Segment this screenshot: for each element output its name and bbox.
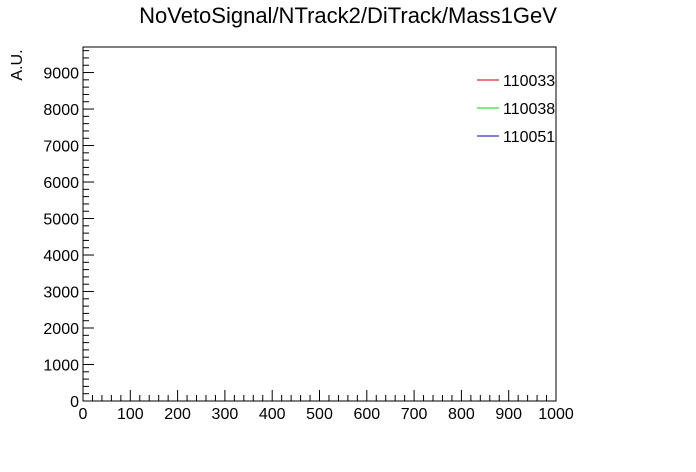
x-tick-label: 500 [306, 406, 333, 423]
legend-label: 110038 [503, 101, 555, 118]
y-tick-label: 0 [70, 394, 79, 411]
x-tick-label: 0 [79, 406, 88, 423]
legend-label: 110033 [503, 73, 555, 90]
x-tick-label: 400 [259, 406, 286, 423]
y-tick-label: 3000 [43, 285, 79, 302]
x-tick-label: 100 [117, 406, 144, 423]
x-tick-label: 200 [164, 406, 191, 423]
x-tick-label: 600 [353, 406, 380, 423]
y-tick-label: 2000 [43, 321, 79, 338]
x-tick-label: 800 [448, 406, 475, 423]
y-tick-label: 8000 [43, 102, 79, 119]
y-tick-label: 6000 [43, 175, 79, 192]
x-tick-label: 700 [401, 406, 428, 423]
y-axis-label: A.U. [9, 49, 26, 80]
y-tick-label: 4000 [43, 248, 79, 265]
legend: 110033 110038 110051 [477, 73, 555, 146]
x-tick-label: 900 [495, 406, 522, 423]
y-axis: 0 1000 2000 3000 4000 5000 6000 7000 8000 9000 [43, 50, 94, 411]
chart-title: NoVetoSignal/NTrack2/DiTrack/Mass1GeV [139, 3, 557, 28]
x-tick-label: 300 [212, 406, 239, 423]
plot-frame [82, 46, 557, 402]
y-tick-label: 9000 [43, 66, 79, 83]
y-tick-label: 7000 [43, 139, 79, 156]
y-tick-label: 1000 [43, 358, 79, 375]
y-tick-label: 5000 [43, 212, 79, 229]
x-tick-label: 1000 [538, 406, 574, 423]
x-axis: 0 100 200 300 400 500 600 700 800 900 1000 [79, 390, 574, 423]
legend-label: 110051 [503, 129, 555, 146]
